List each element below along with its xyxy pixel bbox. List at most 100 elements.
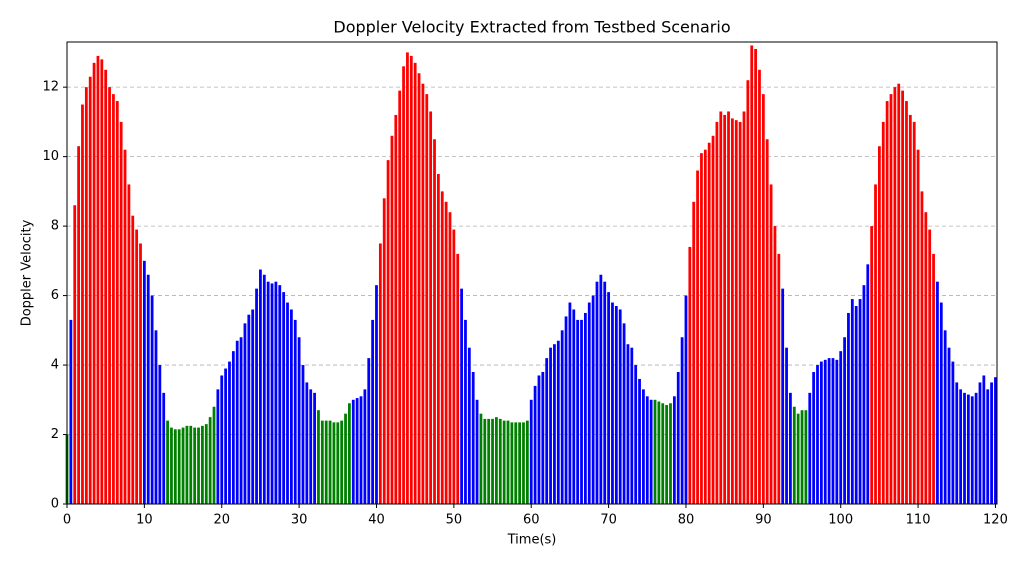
bar (522, 422, 525, 504)
bar (982, 375, 986, 504)
bar (928, 229, 932, 504)
bar (669, 403, 672, 504)
bar (429, 111, 433, 504)
bar (228, 361, 231, 504)
bar (916, 149, 920, 504)
bar (204, 424, 208, 504)
bar (800, 410, 804, 504)
bar (115, 101, 119, 504)
bar (951, 361, 955, 504)
bar (208, 417, 212, 504)
bar (711, 135, 715, 504)
bar (804, 410, 808, 504)
x-tick-label: 120 (983, 513, 1008, 528)
bar (645, 396, 649, 504)
bar (69, 319, 73, 504)
bar (843, 337, 846, 504)
bar (378, 243, 382, 504)
bar (119, 121, 123, 504)
bar (959, 389, 963, 504)
bar (328, 420, 332, 504)
bar (773, 226, 777, 504)
bar (142, 260, 146, 504)
bar (657, 401, 661, 504)
bar (158, 365, 162, 504)
bar (614, 306, 618, 504)
bar (808, 392, 812, 504)
bar (170, 427, 173, 504)
bar (661, 403, 665, 504)
x-tick-label: 10 (136, 513, 153, 528)
bar (491, 418, 494, 504)
bar (309, 389, 313, 504)
bar (518, 422, 522, 504)
bar (750, 45, 754, 504)
bar (653, 399, 657, 504)
bar (502, 420, 506, 504)
bar (769, 184, 773, 504)
bar (436, 174, 440, 504)
bar (603, 281, 607, 504)
bar (939, 302, 943, 504)
bar (262, 274, 266, 504)
y-tick-label: 2 (51, 427, 59, 442)
bar (460, 288, 463, 504)
bar (139, 243, 142, 504)
bar (936, 281, 939, 504)
bar (580, 319, 583, 504)
bar (146, 274, 150, 504)
bar (707, 142, 711, 504)
bar (850, 299, 854, 504)
bar (340, 420, 344, 504)
plot-frame (66, 41, 998, 505)
bar (471, 372, 475, 504)
bar (456, 253, 460, 504)
bar (96, 55, 100, 504)
bar (966, 394, 970, 504)
bar (599, 274, 603, 504)
bar (201, 425, 204, 504)
bar (885, 101, 889, 504)
bar (413, 62, 417, 505)
bar (127, 184, 131, 504)
bar (734, 120, 738, 504)
bar (464, 319, 467, 504)
bar (785, 347, 788, 504)
bar (344, 413, 347, 504)
bar (889, 94, 893, 505)
bar (792, 406, 796, 504)
bar (289, 309, 293, 504)
bar (715, 121, 719, 504)
bar (638, 378, 641, 504)
bar (649, 399, 653, 504)
x-tick-label: 20 (213, 513, 230, 528)
bar (363, 389, 367, 504)
bar (537, 375, 541, 504)
bar (564, 316, 568, 504)
bar (448, 212, 452, 505)
bar (963, 392, 966, 504)
x-tick-label: 100 (828, 513, 853, 528)
bar (386, 160, 390, 504)
bar (495, 417, 498, 504)
bar (351, 399, 355, 504)
x-tick-label: 50 (446, 513, 463, 528)
bar (541, 372, 545, 504)
bar (978, 382, 982, 504)
bar (908, 114, 912, 505)
bar (390, 135, 394, 504)
x-axis-label: Time(s) (507, 533, 557, 548)
bar (394, 114, 398, 505)
bar (406, 52, 409, 504)
bar (259, 269, 262, 504)
bar (634, 365, 638, 504)
bar (572, 309, 576, 504)
bar (255, 288, 258, 504)
bar (556, 340, 560, 504)
bar (398, 90, 402, 504)
bar (235, 340, 239, 504)
bar (816, 365, 819, 504)
bar (986, 389, 990, 504)
bar (112, 94, 115, 505)
bar (425, 94, 429, 505)
